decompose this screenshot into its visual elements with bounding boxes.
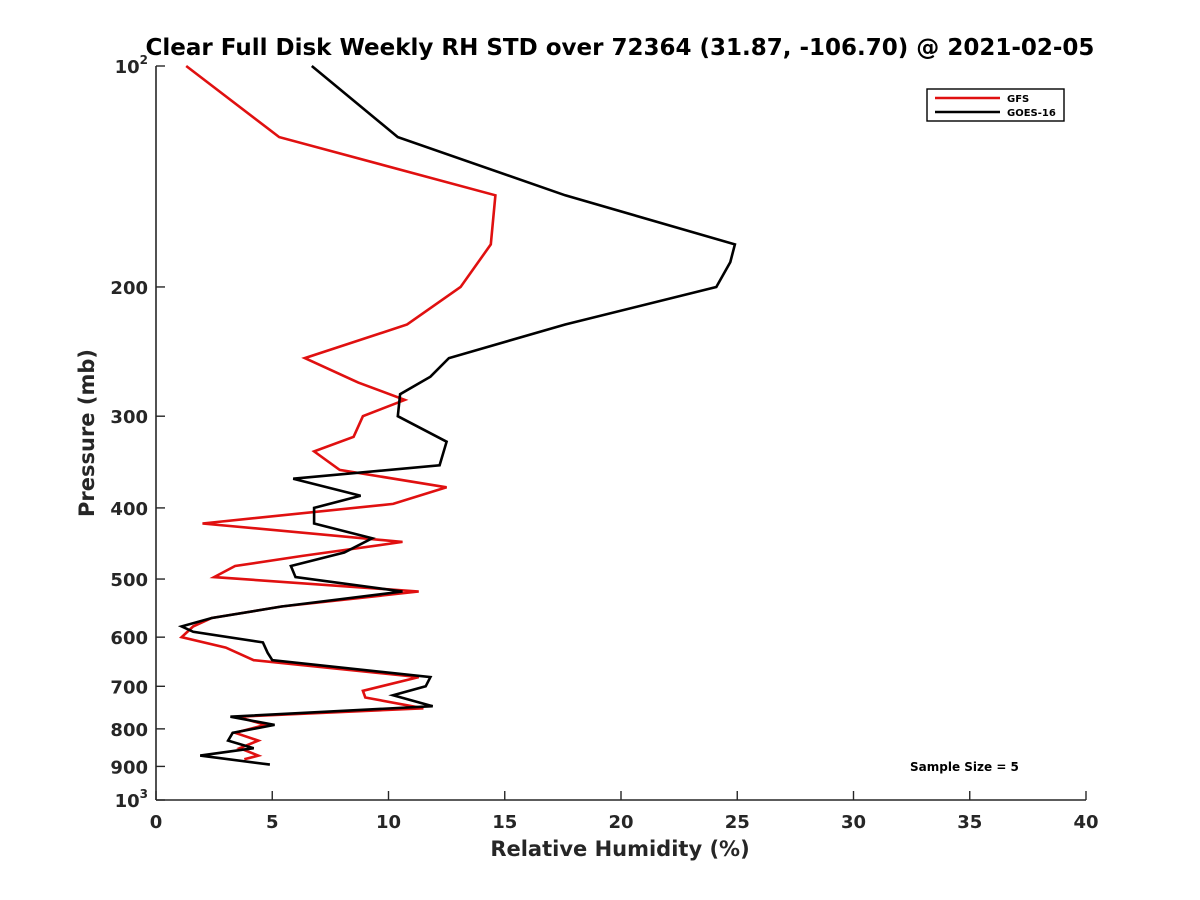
legend: GFS GOES-16 [926, 88, 1065, 122]
x-tick-label: 0 [150, 812, 163, 833]
series-line-gfs [178, 64, 497, 761]
x-axis-label: Relative Humidity (%) [490, 837, 749, 861]
series-line-goes-16 [177, 64, 737, 766]
series-layer [177, 64, 737, 766]
sample-size-annotation: Sample Size = 5 [910, 760, 1019, 774]
x-tick-label: 35 [957, 812, 982, 833]
legend-label: GFS [1007, 94, 1029, 105]
chart-title: Clear Full Disk Weekly RH STD over 72364… [146, 35, 1095, 61]
y-tick-label: 600 [110, 628, 148, 649]
y-tick-label: 200 [110, 278, 148, 299]
x-tick-label: 30 [841, 812, 866, 833]
y-tick-label: 103 [115, 787, 148, 812]
y-tick-label: 700 [110, 677, 148, 698]
y-tick-label: 300 [110, 407, 148, 428]
y-tick-label: 102 [115, 53, 148, 78]
y-tick-label: 800 [110, 720, 148, 741]
x-tick-label: 20 [608, 812, 633, 833]
y-axis-label: Pressure (mb) [75, 349, 99, 517]
legend-label: GOES-16 [1007, 108, 1056, 119]
x-tick-label: 25 [725, 812, 750, 833]
plot-axes: 0 5 10 15 20 25 30 35 40 102 200 300 400 500 600 700 800… [110, 53, 1098, 833]
y-tick-label: 900 [110, 757, 148, 778]
legend-box [926, 88, 1065, 122]
y-tick-label: 400 [110, 499, 148, 520]
y-tick-label: 500 [110, 570, 148, 591]
x-tick-label: 15 [492, 812, 517, 833]
x-tick-label: 10 [376, 812, 401, 833]
x-tick-label: 40 [1073, 812, 1098, 833]
x-tick-label: 5 [266, 812, 279, 833]
